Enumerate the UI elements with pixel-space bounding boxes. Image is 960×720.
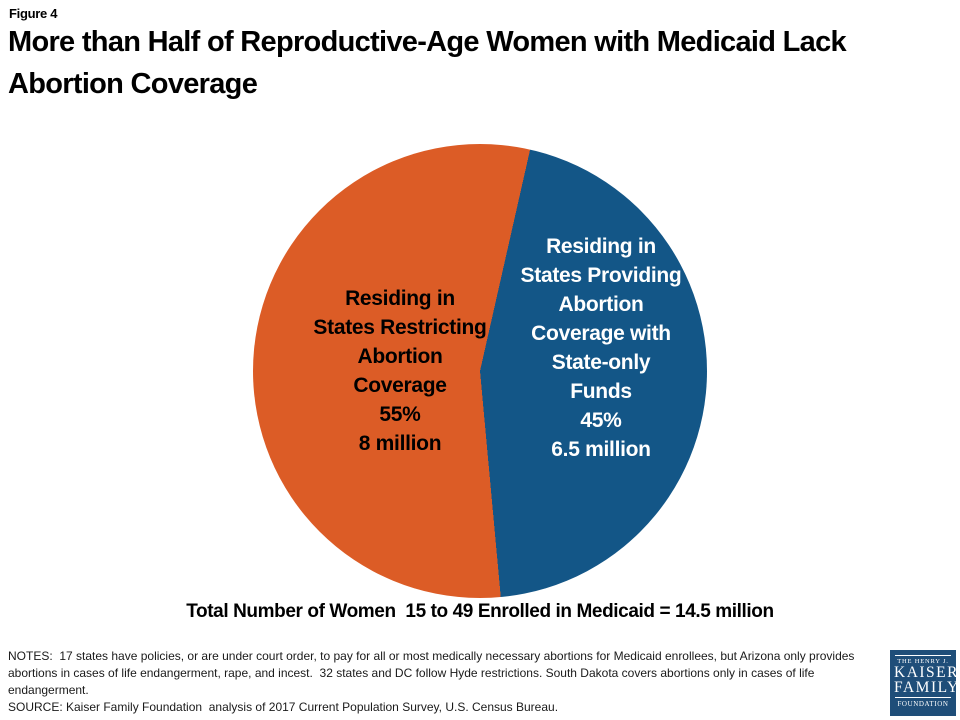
page-title: More than Half of Reproductive-Age Women… xyxy=(8,26,847,100)
pie-slice-label-providing: Residing in States Providing Abortion Co… xyxy=(520,235,682,461)
figure-label: Figure 4 xyxy=(9,6,58,21)
logo-rule-bottom xyxy=(895,697,951,698)
total-caption: Total Number of Women 15 to 49 Enrolled … xyxy=(186,601,774,622)
logo-name-kaiser: KAISER xyxy=(894,664,959,681)
footer: NOTES: 17 states have policies, or are u… xyxy=(8,648,884,716)
pie xyxy=(253,144,707,598)
logo-rule-top xyxy=(895,655,951,656)
source-text: SOURCE: Kaiser Family Foundation analysi… xyxy=(8,700,559,714)
notes-text: NOTES: 17 states have policies, or are u… xyxy=(8,649,858,697)
pie-chart: Residing in States Restricting Abortion … xyxy=(253,144,707,598)
logo-tagline: THE HENRY J. xyxy=(897,658,949,665)
kff-logo: THE HENRY J. KAISER FAMILY FOUNDATION xyxy=(890,650,960,716)
logo-foundation: FOUNDATION xyxy=(897,700,949,708)
logo-name-family: FAMILY xyxy=(894,679,960,696)
pie-slice-label-restricting: Residing in States Restricting Abortion … xyxy=(313,287,487,455)
